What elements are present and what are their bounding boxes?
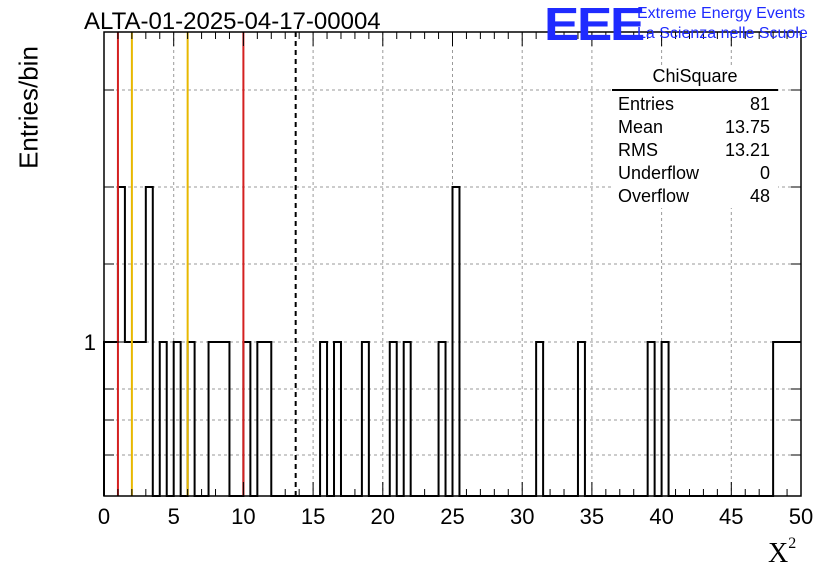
stats-title: ChiSquare — [612, 66, 778, 91]
stats-value: 13.21 — [724, 140, 770, 160]
x-axis-label-text: X — [768, 538, 789, 569]
stats-label: Entries — [618, 94, 675, 114]
x-tick-label: 5 — [168, 504, 180, 529]
histogram-bars — [103, 186, 801, 497]
x-tick-label: 10 — [231, 504, 255, 529]
stats-label: Overflow — [618, 186, 690, 206]
stats-row-mean: Mean 13.75 — [612, 116, 778, 139]
x-tick-label: 30 — [510, 504, 534, 529]
stats-value: 0 — [759, 163, 770, 183]
y-tick-label: 1 — [84, 330, 96, 355]
x-tick-label: 45 — [719, 504, 743, 529]
stats-label: Mean — [618, 117, 664, 137]
branding-line-2: La Scienza nelle Scuole — [637, 25, 808, 42]
branding-line-1: Extreme Energy Events — [637, 5, 806, 22]
eee-logo: EEE — [544, 0, 645, 50]
stats-row-entries: Entries 81 — [612, 93, 778, 116]
x-tick-label: 40 — [649, 504, 673, 529]
x-axis-label-superscript: 2 — [788, 534, 797, 552]
branding-text: Extreme Energy Events La Scienza nelle S… — [637, 4, 808, 44]
stats-row-overflow: Overflow 48 — [612, 185, 778, 208]
x-tick-label: 0 — [98, 504, 110, 529]
x-tick-label: 25 — [440, 504, 464, 529]
x-tick-label: 35 — [580, 504, 604, 529]
chart-title: ALTA-01-2025-04-17-00004 — [84, 8, 381, 35]
x-tick-label: 20 — [371, 504, 395, 529]
stats-box: ChiSquare Entries 81 Mean 13.75 RMS 13.21 U… — [612, 66, 778, 208]
stats-row-underflow: Underflow 0 — [612, 162, 778, 185]
stats-label: Underflow — [618, 163, 700, 183]
y-axis-label: Entries/bin — [13, 46, 44, 169]
stats-row-rms: RMS 13.21 — [612, 139, 778, 162]
stats-label: RMS — [618, 140, 658, 160]
x-axis-label: X2 — [768, 534, 797, 570]
stats-value: 48 — [749, 186, 770, 206]
x-tick-label: 15 — [301, 504, 325, 529]
stats-value: 81 — [749, 94, 770, 114]
stats-value: 13.75 — [724, 117, 770, 137]
x-tick-label: 50 — [789, 504, 813, 529]
